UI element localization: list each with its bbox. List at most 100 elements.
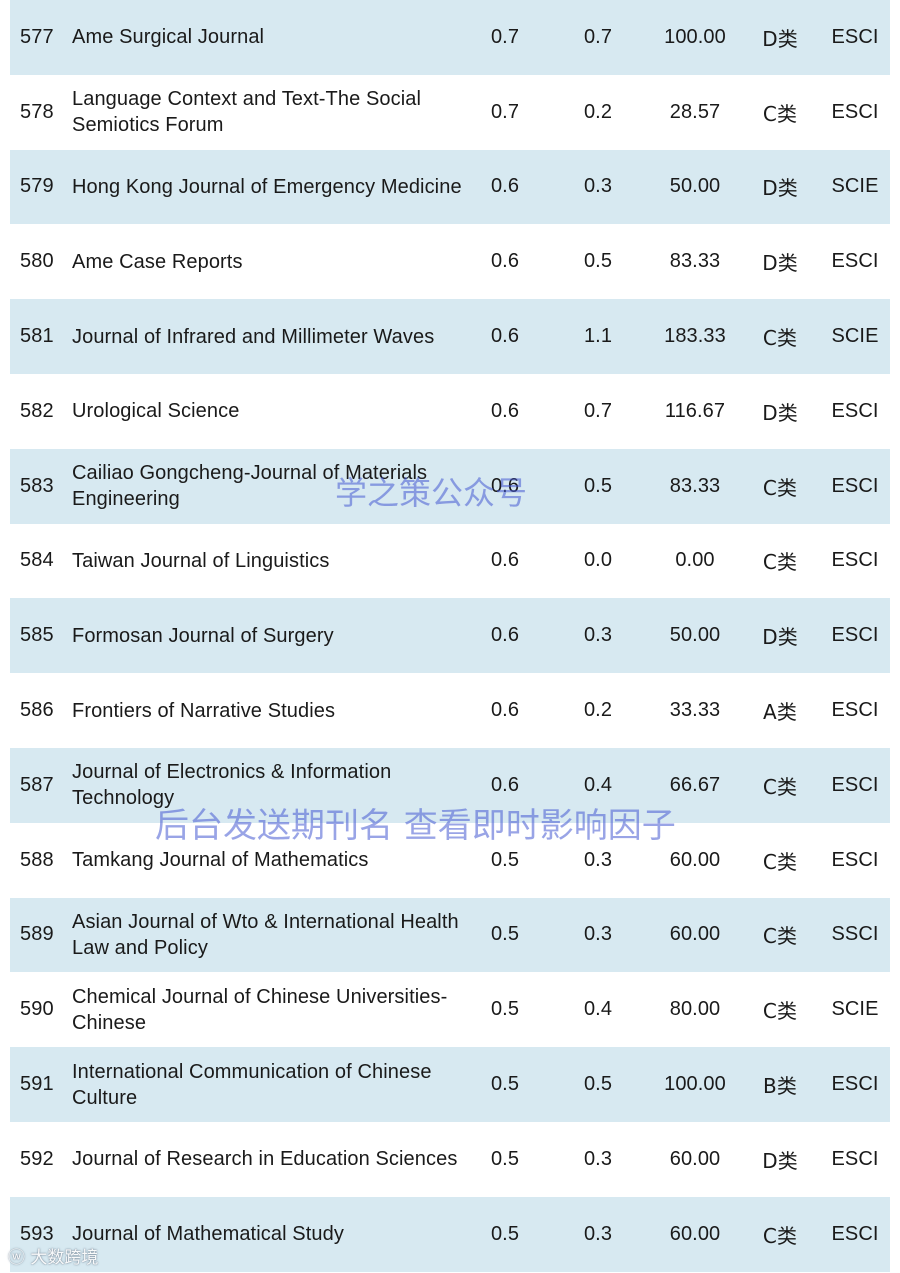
realtime-impact-factor-cell: 0.7 bbox=[583, 25, 613, 48]
table-row: 588 Tamkang Journal of Mathematics 0.5 0… bbox=[10, 822, 890, 898]
journal-name-cell: Tamkang Journal of Mathematics bbox=[72, 849, 369, 872]
impact-factor-cell: 0.6 bbox=[490, 773, 520, 796]
impact-factor-cell: 0.5 bbox=[490, 923, 520, 946]
rank-cell: 578 bbox=[20, 100, 54, 123]
impact-factor-cell: 0.6 bbox=[490, 325, 520, 348]
realtime-impact-factor-cell: 0.0 bbox=[583, 549, 613, 572]
ratio-cell: 83.33 bbox=[669, 250, 721, 273]
journal-name-cell: Taiwan Journal of Linguistics bbox=[72, 549, 330, 572]
table-row: 582 Urological Science 0.6 0.7 116.67 D类… bbox=[10, 373, 890, 449]
index-cell: ESCI bbox=[831, 624, 879, 647]
realtime-impact-factor-cell: 0.2 bbox=[583, 100, 613, 123]
realtime-impact-factor-cell: 0.3 bbox=[583, 1222, 613, 1245]
impact-factor-cell: 0.6 bbox=[490, 250, 520, 273]
index-cell: SCIE bbox=[831, 325, 879, 348]
ratio-cell: 50.00 bbox=[669, 624, 721, 647]
ratio-cell: 0.00 bbox=[675, 549, 715, 572]
ratio-cell: 60.00 bbox=[669, 1147, 721, 1170]
rank-cell: 591 bbox=[20, 1073, 54, 1096]
rank-cell: 579 bbox=[20, 175, 54, 198]
table-row: 593 Journal of Mathematical Study 0.5 0.… bbox=[10, 1196, 890, 1272]
category-cell: A类 bbox=[763, 700, 797, 725]
realtime-impact-factor-cell: 0.3 bbox=[583, 923, 613, 946]
impact-factor-cell: 0.5 bbox=[490, 998, 520, 1021]
index-cell: ESCI bbox=[831, 549, 879, 572]
category-cell: D类 bbox=[762, 251, 798, 276]
category-cell: C类 bbox=[762, 475, 798, 500]
index-cell: ESCI bbox=[831, 399, 879, 422]
journal-name-cell: Cailiao Gongcheng-Journal of Materials E… bbox=[72, 462, 428, 511]
impact-factor-cell: 0.5 bbox=[490, 1147, 520, 1170]
ratio-cell: 83.33 bbox=[669, 474, 721, 497]
ratio-cell: 60.00 bbox=[669, 848, 721, 871]
ratio-cell: 50.00 bbox=[669, 175, 721, 198]
index-cell: ESCI bbox=[831, 848, 879, 871]
index-cell: SSCI bbox=[831, 923, 879, 946]
table-row: 591 International Communication of Chine… bbox=[10, 1047, 890, 1122]
category-cell: C类 bbox=[762, 774, 798, 799]
table-row: 590 Chemical Journal of Chinese Universi… bbox=[10, 972, 890, 1048]
ratio-cell: 183.33 bbox=[664, 325, 726, 348]
impact-factor-cell: 0.5 bbox=[490, 1222, 520, 1245]
realtime-impact-factor-cell: 0.3 bbox=[583, 175, 613, 198]
journal-name-cell: Journal of Mathematical Study bbox=[72, 1223, 344, 1246]
index-cell: ESCI bbox=[831, 25, 879, 48]
category-cell: D类 bbox=[762, 1148, 798, 1173]
category-cell: C类 bbox=[762, 550, 798, 575]
table-row: 585 Formosan Journal of Surgery 0.6 0.3 … bbox=[10, 598, 890, 674]
ratio-cell: 66.67 bbox=[669, 773, 721, 796]
index-cell: ESCI bbox=[831, 1222, 879, 1245]
ratio-cell: 100.00 bbox=[664, 25, 726, 48]
ratio-cell: 80.00 bbox=[669, 998, 721, 1021]
rank-cell: 586 bbox=[20, 699, 54, 722]
rank-cell: 593 bbox=[20, 1222, 54, 1245]
journal-name-cell: International Communication of Chinese C… bbox=[72, 1060, 432, 1109]
table-row: 583 Cailiao Gongcheng-Journal of Materia… bbox=[10, 448, 890, 524]
realtime-impact-factor-cell: 0.5 bbox=[583, 1073, 613, 1096]
journal-name-cell: Hong Kong Journal of Emergency Medicine bbox=[72, 175, 462, 198]
category-cell: C类 bbox=[762, 326, 798, 351]
impact-factor-cell: 0.5 bbox=[490, 1073, 520, 1096]
category-cell: D类 bbox=[762, 26, 798, 51]
realtime-impact-factor-cell: 0.5 bbox=[583, 250, 613, 273]
rank-cell: 590 bbox=[20, 998, 54, 1021]
index-cell: ESCI bbox=[831, 100, 879, 123]
ratio-cell: 28.57 bbox=[669, 100, 721, 123]
realtime-impact-factor-cell: 0.4 bbox=[583, 773, 613, 796]
realtime-impact-factor-cell: 0.4 bbox=[583, 998, 613, 1021]
category-cell: C类 bbox=[762, 924, 798, 949]
rank-cell: 577 bbox=[20, 25, 54, 48]
index-cell: ESCI bbox=[831, 250, 879, 273]
index-cell: SCIE bbox=[831, 175, 879, 198]
realtime-impact-factor-cell: 0.3 bbox=[583, 624, 613, 647]
ratio-cell: 60.00 bbox=[669, 923, 721, 946]
rank-cell: 580 bbox=[20, 250, 54, 273]
impact-factor-cell: 0.6 bbox=[490, 624, 520, 647]
table-row: 577 Ame Surgical Journal 0.7 0.7 100.00 … bbox=[10, 0, 890, 75]
journal-name-cell: Journal of Infrared and Millimeter Waves bbox=[72, 325, 435, 348]
realtime-impact-factor-cell: 0.7 bbox=[583, 399, 613, 422]
rank-cell: 589 bbox=[20, 923, 54, 946]
rank-cell: 581 bbox=[20, 325, 54, 348]
category-cell: C类 bbox=[762, 101, 798, 126]
journal-name-cell: Urological Science bbox=[72, 400, 240, 423]
table-row: 586 Frontiers of Narrative Studies 0.6 0… bbox=[10, 673, 890, 748]
impact-factor-cell: 0.5 bbox=[490, 848, 520, 871]
corner-watermark-text: 大数跨境 bbox=[30, 1248, 99, 1268]
journal-name-cell: Asian Journal of Wto & International Hea… bbox=[72, 910, 459, 959]
table-row: 581 Journal of Infrared and Millimeter W… bbox=[10, 299, 890, 374]
journal-name-cell: Frontiers of Narrative Studies bbox=[72, 699, 336, 722]
realtime-impact-factor-cell: 1.1 bbox=[583, 325, 613, 348]
journal-name-cell: Ame Surgical Journal bbox=[72, 26, 265, 49]
index-cell: ESCI bbox=[831, 1073, 879, 1096]
corner-watermark: ⓦ 大数跨境 bbox=[8, 1243, 98, 1268]
index-cell: ESCI bbox=[831, 474, 879, 497]
index-cell: SCIE bbox=[831, 998, 879, 1021]
realtime-impact-factor-cell: 0.2 bbox=[583, 699, 613, 722]
journal-name-cell: Formosan Journal of Surgery bbox=[72, 624, 334, 647]
journal-name-cell: Chemical Journal of Chinese Universities… bbox=[72, 985, 448, 1034]
impact-factor-cell: 0.6 bbox=[490, 399, 520, 422]
table-row: 584 Taiwan Journal of Linguistics 0.6 0.… bbox=[10, 523, 890, 599]
table-row: 578 Language Context and Text-The Social… bbox=[10, 74, 890, 150]
